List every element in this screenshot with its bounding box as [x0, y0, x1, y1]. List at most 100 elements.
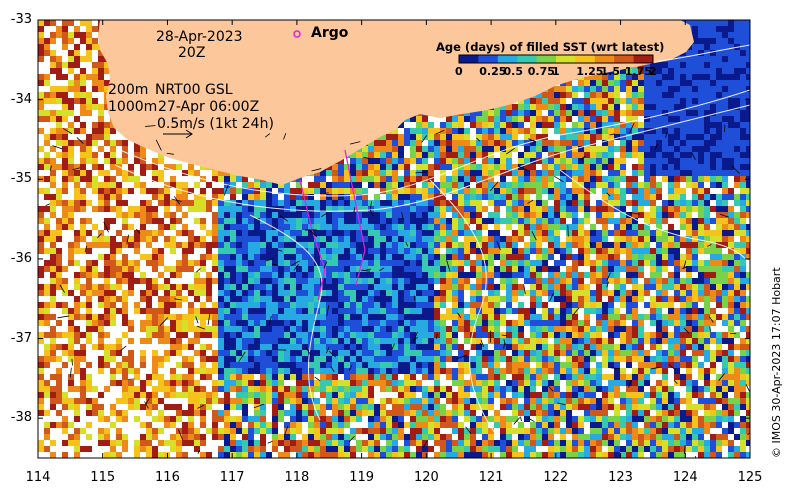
- x-tick-label: 119: [349, 470, 375, 485]
- current-vector: [159, 317, 169, 327]
- current-vector: [506, 147, 515, 155]
- current-vector: [330, 366, 335, 373]
- current-vector: [610, 367, 620, 369]
- colorbar: [458, 54, 654, 64]
- current-vector: [501, 334, 508, 337]
- current-vector: [308, 229, 318, 238]
- current-vector: [197, 449, 201, 454]
- current-vector: [523, 285, 526, 295]
- current-vector: [709, 326, 711, 332]
- plot-frame: [37, 19, 751, 459]
- x-tick-label: 117: [219, 470, 245, 485]
- current-vector: [59, 284, 65, 293]
- current-vector: [609, 133, 615, 136]
- current-vector: [279, 215, 288, 222]
- current-vector: [171, 198, 182, 202]
- current-vector: [691, 152, 696, 160]
- current-vector: [97, 233, 102, 239]
- current-vector: [456, 354, 467, 360]
- current-vector: [69, 367, 72, 378]
- contour-200m-label: 200m: [108, 82, 149, 98]
- x-tick-label: 116: [155, 470, 180, 485]
- colorbar-segment: [459, 55, 479, 63]
- current-vector: [71, 358, 73, 366]
- current-vector: [557, 402, 566, 405]
- colorbar-segment: [478, 55, 499, 63]
- current-vector: [580, 155, 586, 160]
- current-vector: [682, 266, 688, 270]
- current-vector: [267, 440, 273, 444]
- current-vector: [531, 231, 537, 241]
- x-tick-label: 121: [478, 470, 504, 485]
- current-vector: [361, 269, 371, 272]
- current-vector: [293, 264, 299, 271]
- current-vector: [207, 313, 211, 326]
- argo-marker-legend: [293, 30, 301, 38]
- current-vector: [197, 404, 205, 409]
- current-vector: [62, 128, 73, 135]
- current-vector: [195, 316, 199, 324]
- current-vector: [606, 272, 611, 281]
- current-vector: [323, 261, 328, 269]
- colorbar-segment: [556, 55, 576, 63]
- current-vector: [589, 241, 593, 247]
- current-vector: [103, 221, 109, 233]
- current-vector: [503, 339, 506, 345]
- current-vector: [629, 122, 635, 134]
- current-vector: [606, 281, 609, 288]
- colorbar-segment: [517, 55, 538, 63]
- current-vector: [745, 384, 750, 392]
- colorbar-frame: [458, 54, 654, 64]
- current-vector: [446, 260, 451, 272]
- current-vector: [49, 165, 52, 171]
- colorbar-segment: [633, 55, 654, 63]
- current-vector: [573, 307, 580, 315]
- current-vector: [120, 345, 127, 351]
- x-tick-label: 120: [413, 470, 439, 485]
- colorbar-tick-label: 0.25: [479, 65, 507, 78]
- current-vector: [503, 342, 506, 349]
- colorbar-tick-label: 2: [649, 65, 657, 78]
- current-vector: [684, 445, 686, 455]
- current-vector: [435, 333, 438, 339]
- colorbar-tick-label: 1.75: [624, 65, 652, 78]
- scale-arrow: [163, 129, 193, 139]
- y-tick-label: -36: [10, 250, 32, 266]
- current-vector: [520, 416, 522, 422]
- current-vector: [144, 401, 149, 409]
- colorbar-tick-label: 0.5: [503, 65, 524, 78]
- colorbar-tick-label: 0.75: [527, 65, 555, 78]
- current-vector: [363, 157, 370, 159]
- current-vector: [174, 298, 182, 301]
- current-vector: [45, 203, 51, 207]
- current-vector: [405, 241, 409, 247]
- current-vector: [326, 347, 330, 354]
- current-vector: [683, 260, 687, 269]
- y-tick-label: -37: [10, 330, 32, 346]
- current-vector: [178, 429, 183, 440]
- current-vector: [628, 380, 632, 388]
- current-vector: [517, 165, 528, 171]
- current-vector: [284, 425, 289, 435]
- x-tick-label: 124: [672, 470, 698, 485]
- colorbar-segment: [497, 55, 518, 63]
- colorbar-tick-label: 1.25: [576, 65, 604, 78]
- current-vector: [401, 211, 404, 220]
- axis-ticks: [37, 19, 751, 458]
- current-vector: [665, 132, 668, 138]
- current-vector: [708, 316, 714, 323]
- current-vector: [719, 213, 730, 218]
- colorbar-tick-label: 0: [455, 65, 463, 78]
- current-vector: [311, 168, 322, 172]
- contour-1000m-label: 1000m: [108, 99, 158, 115]
- model-time-label: 27-Apr 06:00Z: [158, 99, 260, 115]
- current-vector: [57, 315, 70, 319]
- current-vector: [348, 435, 355, 443]
- current-vector: [731, 165, 740, 174]
- colorbar-tick-label: 1.5: [600, 65, 621, 78]
- current-vector: [480, 339, 484, 348]
- colorbar-segment: [614, 55, 635, 63]
- current-vector: [549, 292, 554, 302]
- current-vector: [527, 417, 535, 423]
- x-tick-label: 123: [608, 470, 633, 485]
